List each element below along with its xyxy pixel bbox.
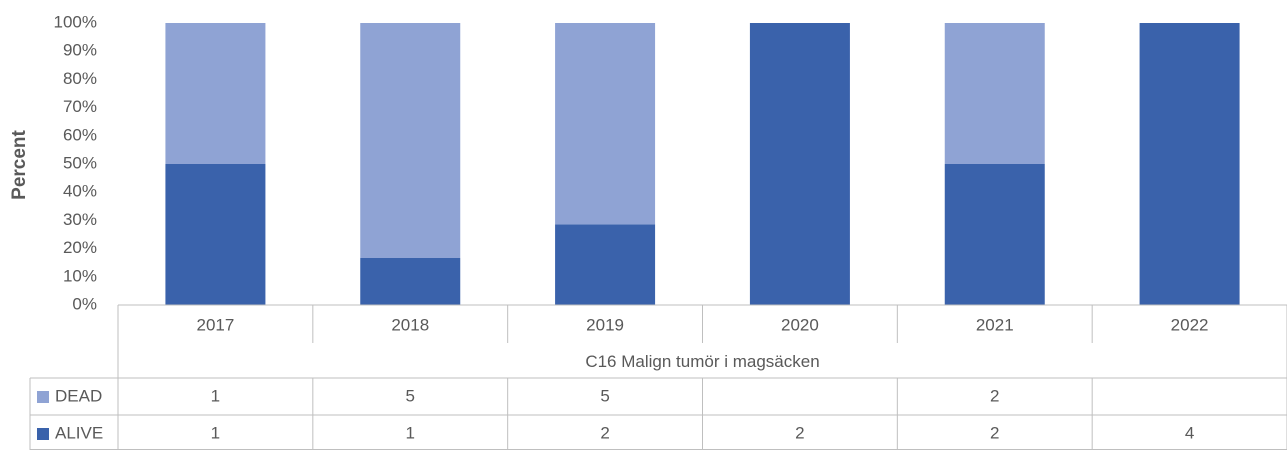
y-axis-label: Percent	[9, 129, 30, 199]
bar-segment	[360, 258, 461, 305]
table-cell: 2	[600, 423, 609, 442]
table-cell: 5	[406, 386, 415, 405]
table-cell: 1	[211, 423, 220, 442]
table-cell: 1	[211, 386, 220, 405]
x-tick-label: 2021	[976, 315, 1014, 334]
legend-label: ALIVE	[55, 423, 103, 442]
bar-segment	[555, 224, 656, 305]
x-tick-label: 2022	[1171, 315, 1209, 334]
bar-segment	[165, 23, 266, 164]
bar-segment	[1139, 23, 1240, 305]
y-tick-label: 0%	[72, 294, 97, 313]
legend-swatch	[37, 428, 49, 440]
y-tick-label: 10%	[63, 266, 97, 285]
table-cell: 4	[1185, 423, 1194, 442]
bar-segment	[165, 164, 266, 305]
y-tick-label: 20%	[63, 238, 97, 257]
group-label: C16 Malign tumör i magsäcken	[585, 352, 819, 371]
x-tick-label: 2018	[391, 315, 429, 334]
bar-segment	[944, 23, 1045, 164]
bar-segment	[360, 23, 461, 258]
table-cell: 1	[406, 423, 415, 442]
table-cell: 2	[990, 386, 999, 405]
y-tick-label: 50%	[63, 153, 97, 172]
x-tick-label: 2017	[197, 315, 235, 334]
table-cell: 5	[600, 386, 609, 405]
y-tick-label: 70%	[63, 97, 97, 116]
y-tick-label: 90%	[63, 41, 97, 60]
y-tick-label: 40%	[63, 182, 97, 201]
y-tick-label: 100%	[54, 12, 97, 31]
y-tick-label: 30%	[63, 210, 97, 229]
bar-segment	[749, 23, 850, 305]
x-tick-label: 2020	[781, 315, 819, 334]
y-tick-label: 60%	[63, 125, 97, 144]
y-tick-label: 80%	[63, 69, 97, 88]
bar-segment	[944, 164, 1045, 305]
legend-swatch	[37, 391, 49, 403]
bar-segment	[555, 23, 656, 225]
legend-label: DEAD	[55, 386, 102, 405]
table-cell: 2	[795, 423, 804, 442]
x-tick-label: 2019	[586, 315, 624, 334]
table-cell: 2	[990, 423, 999, 442]
